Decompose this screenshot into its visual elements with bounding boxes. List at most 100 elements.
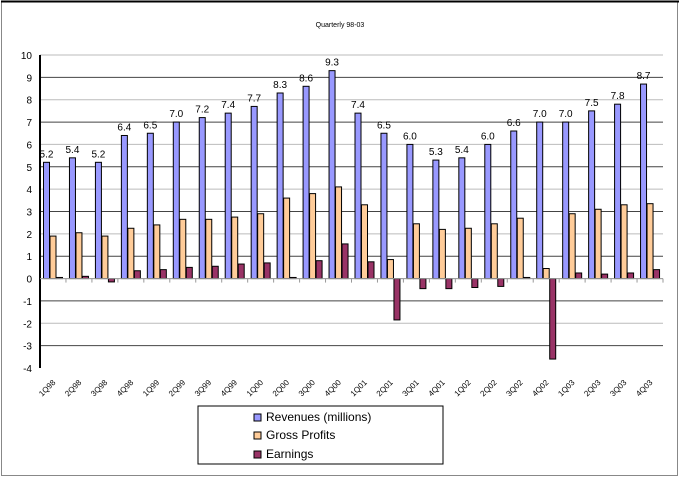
gross-profit-bar xyxy=(594,208,602,280)
revenue-data-label: 5.4 xyxy=(455,145,469,156)
gross-profit-bar xyxy=(205,218,213,280)
y-tick-label: 2 xyxy=(26,230,32,241)
y-tick-label: -1 xyxy=(23,297,32,308)
revenue-bar xyxy=(380,132,388,280)
earnings-bar xyxy=(575,272,583,280)
gross-profit-bar xyxy=(490,223,498,280)
gridlines xyxy=(40,54,663,347)
revenue-bar xyxy=(302,85,310,280)
earnings-bar xyxy=(653,269,661,280)
gross-profit-bar xyxy=(75,232,83,280)
revenue-data-label: 7.4 xyxy=(351,100,365,111)
earnings-bar xyxy=(627,272,635,280)
revenue-data-label: 5.3 xyxy=(429,147,443,158)
revenue-data-label: 5.4 xyxy=(66,145,80,156)
earnings-bar xyxy=(133,270,141,280)
earnings-bar xyxy=(549,278,557,360)
revenue-bar xyxy=(146,132,154,280)
earnings-bar xyxy=(159,269,167,280)
revenue-bar xyxy=(43,161,50,280)
revenue-data-label: 7.7 xyxy=(247,93,261,104)
revenue-data-label: 6.6 xyxy=(507,118,521,129)
revenue-data-label: 6.5 xyxy=(377,120,391,131)
y-tick-label: 6 xyxy=(26,140,32,151)
revenue-data-label: 5.2 xyxy=(40,149,54,160)
earnings-bar xyxy=(445,278,453,290)
y-tick-label: 7 xyxy=(26,118,32,129)
earnings-bar xyxy=(211,265,219,280)
revenue-data-label: 6.0 xyxy=(481,131,495,142)
revenue-data-label: 8.6 xyxy=(299,73,313,84)
earnings-bar xyxy=(419,278,427,290)
revenue-bar xyxy=(276,92,284,280)
gross-profit-bar xyxy=(620,204,628,280)
revenue-data-label: 7.4 xyxy=(221,100,235,111)
revenue-bar xyxy=(484,143,492,280)
gross-profit-bar xyxy=(127,227,135,280)
legend-swatch-gross-profits xyxy=(253,431,262,440)
gross-profit-bar xyxy=(49,235,57,280)
y-tick-label: 4 xyxy=(26,185,32,196)
legend-swatch-earnings xyxy=(253,450,262,459)
y-tick-label: 0 xyxy=(26,275,32,286)
gross-profit-bar xyxy=(335,186,343,280)
revenue-bar xyxy=(432,159,440,280)
revenue-bar xyxy=(328,70,336,280)
revenue-bar xyxy=(406,143,414,280)
gross-profit-bar xyxy=(153,224,161,280)
revenue-data-label: 7.0 xyxy=(169,109,183,120)
revenue-data-label: 6.5 xyxy=(143,120,157,131)
earnings-bar xyxy=(315,260,323,280)
revenue-data-label: 5.2 xyxy=(91,149,105,160)
y-tick-label: -2 xyxy=(23,319,32,330)
legend-label-gross-profits: Gross Profits xyxy=(266,428,335,442)
earnings-bar xyxy=(185,266,193,280)
revenue-bar xyxy=(224,112,232,280)
gross-profit-bar xyxy=(412,223,420,280)
earnings-bar xyxy=(471,278,479,289)
y-tick-label: 10 xyxy=(21,51,33,62)
revenue-bar xyxy=(68,157,76,280)
earnings-bar xyxy=(367,261,375,280)
gross-profit-bar xyxy=(464,227,472,280)
gross-profit-bar xyxy=(542,268,550,280)
gross-profit-bar xyxy=(257,213,265,280)
gross-profit-bar xyxy=(101,235,109,280)
revenue-data-label: 7.0 xyxy=(559,109,573,120)
gross-profit-bar xyxy=(646,203,654,280)
gross-profit-bar xyxy=(516,217,524,280)
revenue-data-label: 8.7 xyxy=(637,71,651,82)
y-tick-label: 5 xyxy=(26,163,32,174)
revenue-bar xyxy=(640,83,648,280)
gross-profit-bar xyxy=(309,193,317,280)
y-tick-label: 9 xyxy=(26,73,32,84)
revenue-data-label: 8.3 xyxy=(273,80,287,91)
revenue-bar xyxy=(120,134,128,280)
earnings-bar xyxy=(497,278,505,287)
revenue-bar xyxy=(536,121,544,280)
revenue-bar xyxy=(198,117,206,280)
y-tick-label: 1 xyxy=(26,252,32,263)
legend-label-earnings: Earnings xyxy=(266,447,313,461)
earnings-bar xyxy=(341,243,349,280)
revenue-data-label: 9.3 xyxy=(325,58,339,69)
legend-label-revenues: Revenues (millions) xyxy=(266,410,371,424)
y-tick-label: 8 xyxy=(26,96,32,107)
gross-profit-bar xyxy=(283,197,291,280)
revenue-bar xyxy=(588,110,596,280)
revenue-bar xyxy=(354,112,362,280)
revenue-data-label: 7.0 xyxy=(533,109,547,120)
revenue-bar xyxy=(94,161,102,280)
legend-swatch-revenues xyxy=(253,413,262,422)
revenue-data-label: 6.0 xyxy=(403,131,417,142)
gross-profit-bar xyxy=(438,228,446,280)
revenue-data-label: 7.8 xyxy=(611,91,625,102)
revenue-bar xyxy=(510,130,518,280)
gross-profit-bar xyxy=(361,204,368,280)
gross-profit-bar xyxy=(231,216,239,280)
revenue-bar xyxy=(250,105,258,280)
y-tick-label: -4 xyxy=(23,364,32,375)
earnings-bar xyxy=(237,263,245,280)
chart-title: Quarterly 98-03 xyxy=(316,22,365,29)
